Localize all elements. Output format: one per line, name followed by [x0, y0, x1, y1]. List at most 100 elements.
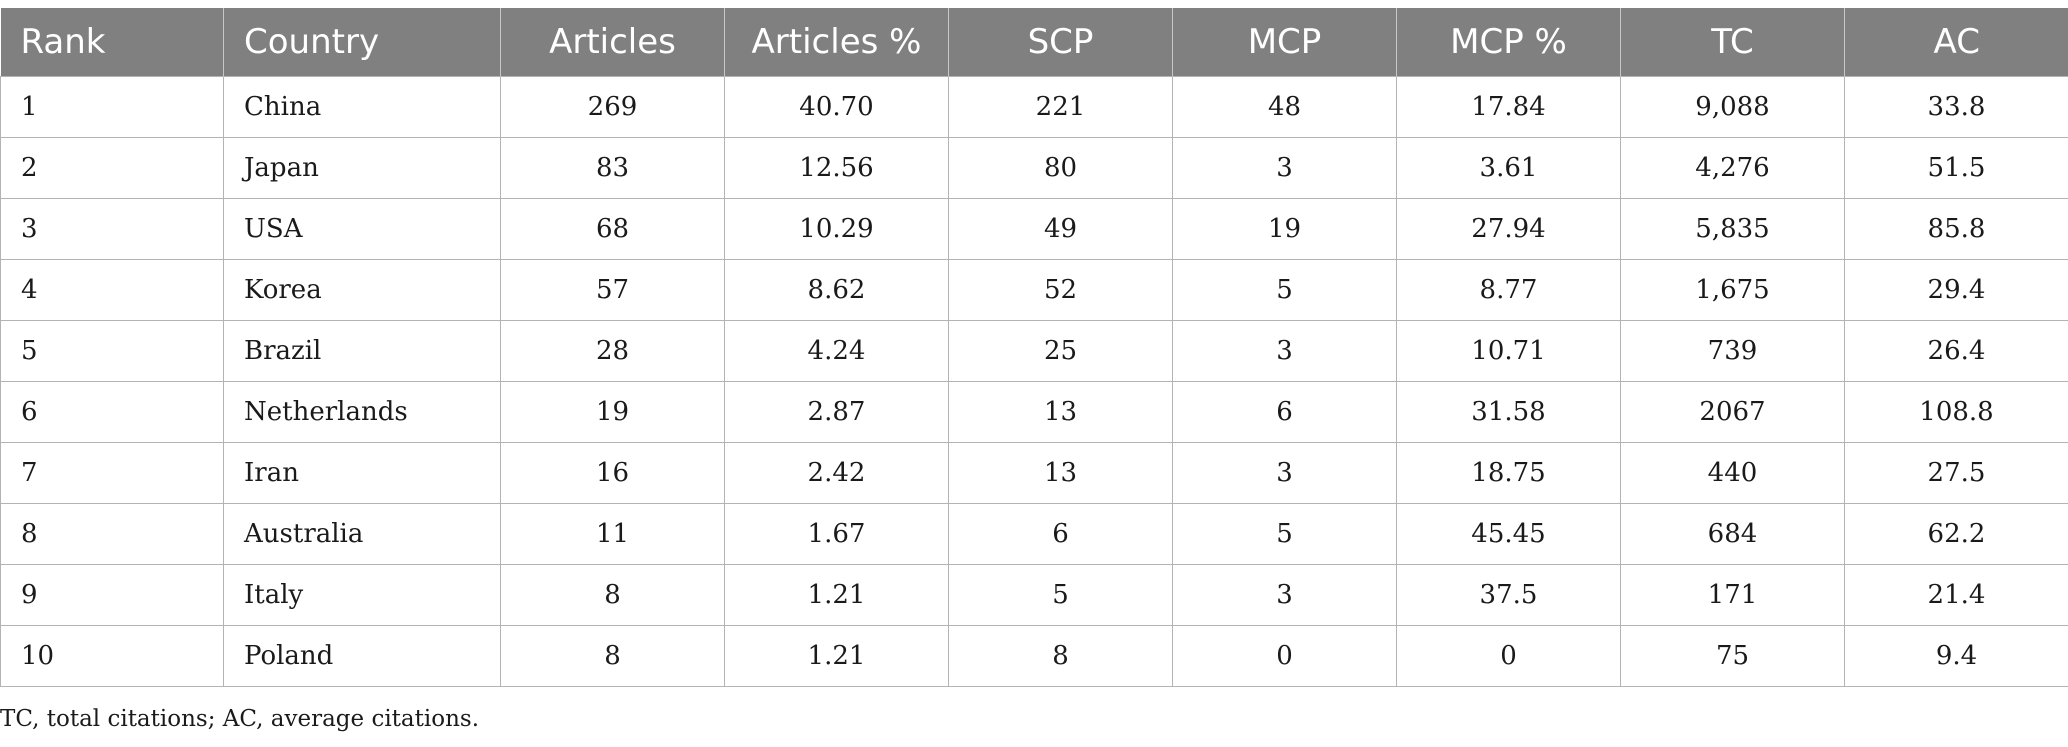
cell-ac: 9.4 [1844, 624, 2068, 687]
cell-mcp-percent: 17.84 [1396, 75, 1621, 138]
cell-scp: 52 [948, 258, 1173, 321]
table-row: 3 USA 68 10.29 49 19 27.94 5,835 85.8 [0, 197, 2068, 260]
header-ac: AC [1844, 8, 2068, 76]
cell-country: USA [223, 197, 501, 260]
cell-articles: 8 [500, 624, 725, 687]
cell-mcp: 5 [1172, 258, 1397, 321]
cell-country: Australia [223, 502, 501, 565]
header-scp: SCP [948, 8, 1173, 76]
cell-mcp-percent: 27.94 [1396, 197, 1621, 260]
cell-rank: 9 [0, 563, 224, 626]
table-row: 1 China 269 40.70 221 48 17.84 9,088 33.8 [0, 75, 2068, 138]
cell-articles-percent: 1.67 [724, 502, 949, 565]
cell-articles: 57 [500, 258, 725, 321]
cell-articles: 19 [500, 380, 725, 443]
cell-country: Italy [223, 563, 501, 626]
cell-articles-percent: 2.87 [724, 380, 949, 443]
cell-articles: 68 [500, 197, 725, 260]
cell-articles-percent: 2.42 [724, 441, 949, 504]
header-row: Rank Country Articles Articles % SCP MCP… [0, 8, 2068, 76]
cell-country: Netherlands [223, 380, 501, 443]
cell-tc: 684 [1620, 502, 1845, 565]
cell-tc: 9,088 [1620, 75, 1845, 138]
cell-rank: 10 [0, 624, 224, 687]
cell-articles-percent: 8.62 [724, 258, 949, 321]
cell-rank: 2 [0, 136, 224, 199]
header-country: Country [223, 8, 501, 76]
table-body: 1 China 269 40.70 221 48 17.84 9,088 33.8 2 Japan 8… [0, 75, 2068, 687]
cell-mcp-percent: 3.61 [1396, 136, 1621, 199]
cell-ac: 26.4 [1844, 319, 2068, 382]
cell-articles-percent: 1.21 [724, 624, 949, 687]
cell-ac: 33.8 [1844, 75, 2068, 138]
cell-mcp: 5 [1172, 502, 1397, 565]
cell-articles: 8 [500, 563, 725, 626]
table-row: 6 Netherlands 19 2.87 13 6 31.58 2067 108.8 [0, 380, 2068, 443]
cell-articles: 269 [500, 75, 725, 138]
table-row: 4 Korea 57 8.62 52 5 8.77 1,675 29.4 [0, 258, 2068, 321]
cell-articles-percent: 12.56 [724, 136, 949, 199]
cell-tc: 75 [1620, 624, 1845, 687]
cell-ac: 108.8 [1844, 380, 2068, 443]
cell-rank: 8 [0, 502, 224, 565]
cell-scp: 49 [948, 197, 1173, 260]
cell-articles-percent: 4.24 [724, 319, 949, 382]
cell-mcp-percent: 31.58 [1396, 380, 1621, 443]
table-row: 7 Iran 16 2.42 13 3 18.75 440 27.5 [0, 441, 2068, 504]
header-mcp-percent: MCP % [1396, 8, 1621, 76]
table-row: 8 Australia 11 1.67 6 5 45.45 684 62.2 [0, 502, 2068, 565]
cell-articles-percent: 1.21 [724, 563, 949, 626]
cell-tc: 440 [1620, 441, 1845, 504]
cell-country: Korea [223, 258, 501, 321]
cell-scp: 6 [948, 502, 1173, 565]
cell-ac: 27.5 [1844, 441, 2068, 504]
cell-scp: 80 [948, 136, 1173, 199]
cell-mcp-percent: 0 [1396, 624, 1621, 687]
cell-mcp: 0 [1172, 624, 1397, 687]
cell-scp: 221 [948, 75, 1173, 138]
cell-scp: 13 [948, 380, 1173, 443]
header-articles-percent: Articles % [724, 8, 949, 76]
header-rank: Rank [20, 21, 106, 62]
cell-articles: 11 [500, 502, 725, 565]
cell-mcp-percent: 18.75 [1396, 441, 1621, 504]
cell-mcp-percent: 10.71 [1396, 319, 1621, 382]
cell-rank: 3 [0, 197, 224, 260]
cell-scp: 8 [948, 624, 1173, 687]
cell-tc: 5,835 [1620, 197, 1845, 260]
cell-mcp-percent: 45.45 [1396, 502, 1621, 565]
cell-rank: 7 [0, 441, 224, 504]
cell-mcp: 3 [1172, 563, 1397, 626]
cell-mcp: 48 [1172, 75, 1397, 138]
cell-mcp-percent: 37.5 [1396, 563, 1621, 626]
cell-articles: 83 [500, 136, 725, 199]
country-publications-table: Rank Country Articles Articles % SCP MCP… [0, 8, 2068, 687]
cell-scp: 25 [948, 319, 1173, 382]
cell-country: Poland [223, 624, 501, 687]
cell-country: Japan [223, 136, 501, 199]
cell-ac: 29.4 [1844, 258, 2068, 321]
cell-tc: 739 [1620, 319, 1845, 382]
cell-tc: 171 [1620, 563, 1845, 626]
cell-articles: 28 [500, 319, 725, 382]
cell-rank: 6 [0, 380, 224, 443]
cell-rank: 1 [0, 75, 224, 138]
cell-rank: 5 [0, 319, 224, 382]
table-row: 10 Poland 8 1.21 8 0 0 75 9.4 [0, 624, 2068, 687]
cell-country: Iran [223, 441, 501, 504]
header-tc: TC [1620, 8, 1845, 76]
cell-scp: 13 [948, 441, 1173, 504]
country-table-container: Rank Country Articles Articles % SCP MCP… [0, 8, 2068, 687]
cell-scp: 5 [948, 563, 1173, 626]
header-articles: Articles [500, 8, 725, 76]
table-row: 5 Brazil 28 4.24 25 3 10.71 739 26.4 [0, 319, 2068, 382]
cell-country: China [223, 75, 501, 138]
cell-mcp: 3 [1172, 136, 1397, 199]
table-row: 2 Japan 83 12.56 80 3 3.61 4,276 51.5 [0, 136, 2068, 199]
cell-mcp: 6 [1172, 380, 1397, 443]
cell-mcp: 19 [1172, 197, 1397, 260]
cell-tc: 1,675 [1620, 258, 1845, 321]
cell-country: Brazil [223, 319, 501, 382]
cell-ac: 51.5 [1844, 136, 2068, 199]
table-row: 9 Italy 8 1.21 5 3 37.5 171 21.4 [0, 563, 2068, 626]
